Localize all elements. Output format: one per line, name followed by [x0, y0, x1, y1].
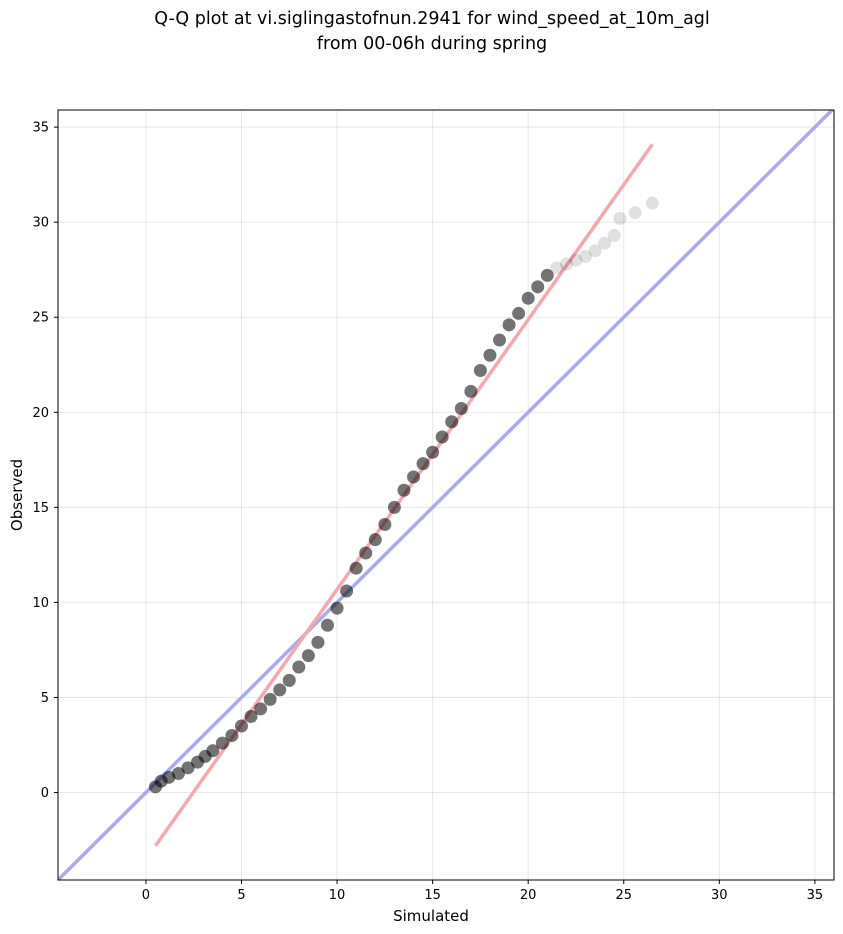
data-point	[613, 211, 627, 225]
data-point	[244, 709, 258, 723]
data-point	[588, 244, 602, 258]
data-point	[292, 660, 306, 674]
data-point	[454, 401, 468, 415]
data-point	[531, 280, 545, 294]
x-tick-label: 15	[424, 888, 441, 903]
data-point	[387, 500, 401, 514]
data-point	[628, 206, 642, 220]
data-point	[330, 601, 344, 615]
data-point	[426, 445, 440, 459]
grid	[58, 110, 834, 880]
data-point	[645, 196, 659, 210]
y-tick-label: 10	[32, 596, 49, 611]
data-point	[301, 649, 315, 663]
data-point	[206, 744, 220, 758]
data-point	[320, 618, 334, 632]
y-tick-label: 30	[32, 216, 49, 231]
y-axis-ticks: 0 5 10 15 20 25 30 35	[32, 121, 58, 801]
y-tick-label: 35	[32, 121, 49, 136]
x-tick-label: 10	[329, 888, 346, 903]
x-tick-label: 25	[615, 888, 632, 903]
data-point	[435, 430, 449, 444]
data-point	[171, 767, 185, 781]
y-tick-label: 25	[32, 311, 49, 326]
x-tick-label: 0	[142, 888, 150, 903]
chart-title-line1: Q-Q plot at vi.siglingastofnun.2941 for …	[154, 9, 710, 29]
data-point	[181, 761, 195, 775]
data-point	[340, 584, 354, 598]
data-point	[540, 268, 554, 282]
lines	[58, 110, 834, 880]
data-point	[407, 470, 421, 484]
data-point	[282, 673, 296, 687]
data-point	[225, 729, 239, 743]
data-point	[359, 546, 373, 560]
data-point	[311, 635, 325, 649]
data-point	[416, 457, 430, 471]
x-tick-label: 35	[807, 888, 824, 903]
data-point	[521, 291, 535, 305]
data-point	[368, 533, 382, 547]
y-tick-label: 0	[41, 786, 49, 801]
data-point	[263, 692, 277, 706]
data-point	[579, 249, 593, 263]
data-point	[559, 257, 573, 271]
data-point	[598, 236, 612, 250]
data-point	[378, 517, 392, 531]
x-tick-label: 5	[237, 888, 245, 903]
x-tick-label: 30	[711, 888, 728, 903]
data-point	[234, 719, 248, 733]
data-point	[550, 261, 564, 275]
x-tick-label: 20	[520, 888, 537, 903]
plot-frame	[57, 109, 835, 881]
data-point	[607, 228, 621, 242]
data-point	[502, 318, 516, 332]
data-point	[464, 384, 478, 398]
data-point	[349, 561, 363, 575]
data-point	[512, 306, 526, 320]
x-axis-ticks: 0 5 10 15 20 25 30 35	[142, 880, 823, 903]
data-point	[254, 702, 268, 716]
reference-line	[58, 110, 834, 880]
data-point	[493, 333, 507, 347]
y-tick-label: 15	[32, 501, 49, 516]
data-point	[215, 736, 229, 750]
data-point	[273, 683, 287, 697]
data-point	[569, 253, 583, 267]
data-point	[445, 415, 459, 429]
y-tick-label: 5	[41, 691, 49, 706]
data-point	[483, 348, 497, 362]
y-axis-label: Observed	[8, 459, 26, 531]
points	[148, 196, 659, 794]
data-point	[473, 363, 487, 377]
x-axis-label: Simulated	[393, 907, 469, 925]
chart-title-line2: from 00-06h during spring	[317, 34, 547, 54]
data-point	[397, 483, 411, 497]
y-tick-label: 20	[32, 406, 49, 421]
